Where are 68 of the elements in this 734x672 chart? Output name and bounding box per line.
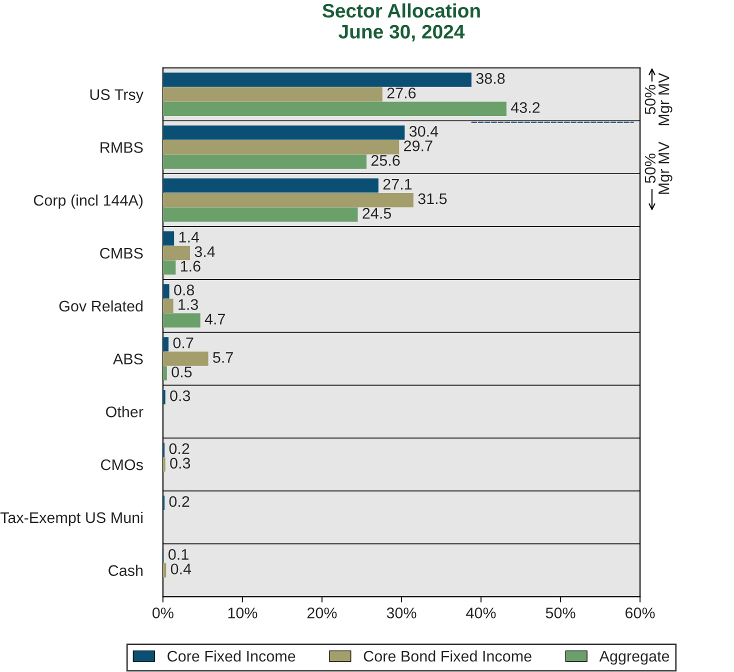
data-label: 25.6 [371, 155, 400, 166]
data-label: 5.7 [213, 352, 233, 363]
x-tick-label: 40% [466, 608, 496, 618]
bar [162, 563, 166, 578]
bar [162, 102, 506, 116]
data-label: 1.3 [178, 299, 198, 310]
y-tick-label: CMBS [100, 248, 143, 259]
bar [162, 390, 166, 404]
bar [162, 178, 378, 193]
data-label: 30.4 [409, 126, 438, 137]
legend-label: Core Bond Fixed Income [364, 650, 532, 662]
bar [162, 231, 174, 246]
bar [162, 366, 167, 380]
x-tick-label: 50% [546, 608, 576, 618]
bar [162, 298, 174, 313]
data-label: 1.4 [179, 232, 200, 242]
bar [162, 337, 169, 352]
x-tick-label: 10% [228, 608, 258, 618]
data-label: 1.6 [181, 260, 200, 272]
data-label: 0.2 [169, 443, 190, 454]
y-tick-label: CMOs [101, 459, 143, 470]
y-tick-label: ABS [112, 354, 143, 364]
legend-label: Core Fixed Income [168, 650, 296, 662]
bar [162, 260, 176, 275]
y-tick-label: Corp (incl 144A) [34, 194, 143, 209]
data-label: 38.8 [476, 73, 505, 84]
bar [162, 246, 190, 260]
data-label: 0.1 [168, 549, 188, 560]
y-tick-label: RMBS [100, 142, 143, 153]
text: 50% Mgr MV [644, 142, 672, 194]
chart-title: Sector Allocation June 30, 2024 [322, 3, 480, 42]
y-tick-label: Cash [108, 564, 143, 576]
data-label: 24.5 [362, 208, 392, 219]
y-tick-label: Other [106, 406, 144, 418]
data-label: 0.8 [174, 284, 194, 296]
bar [162, 313, 200, 328]
data-label: 0.3 [170, 458, 190, 469]
data-label: 0.2 [169, 496, 190, 507]
data-label: 43.2 [510, 102, 540, 113]
bar [162, 72, 472, 87]
legend-label: Aggregate [599, 650, 670, 665]
x-tick-label: 30% [386, 608, 416, 618]
bar [162, 207, 358, 222]
bar [162, 192, 414, 208]
bar [162, 284, 170, 298]
data-label: 3.4 [194, 246, 215, 258]
y-tick-label: Gov Related [59, 300, 143, 312]
data-label: 27.1 [383, 178, 412, 190]
bar [162, 140, 400, 154]
x-tick-label: 20% [307, 608, 337, 618]
y-tick-label: US Trsy [90, 89, 144, 104]
data-label: 27.6 [387, 88, 416, 98]
bar [162, 126, 405, 140]
data-label: 4.7 [204, 314, 225, 324]
y-tick-label: Tax-Exempt US Muni [0, 512, 142, 526]
x-tick-label: 0% [152, 608, 174, 618]
bar [162, 457, 166, 472]
bar [162, 352, 208, 366]
data-label: 0.3 [170, 390, 190, 402]
bar [162, 154, 367, 169]
x-tick-label: 60% [626, 608, 655, 618]
data-label: 0.7 [173, 337, 194, 348]
data-label: 0.4 [170, 564, 192, 574]
data-label: 0.5 [172, 366, 192, 378]
data-label: 31.5 [418, 193, 447, 204]
data-label: 29.7 [404, 140, 432, 152]
bar [162, 87, 382, 102]
text: 50% Mgr MV [644, 72, 672, 126]
